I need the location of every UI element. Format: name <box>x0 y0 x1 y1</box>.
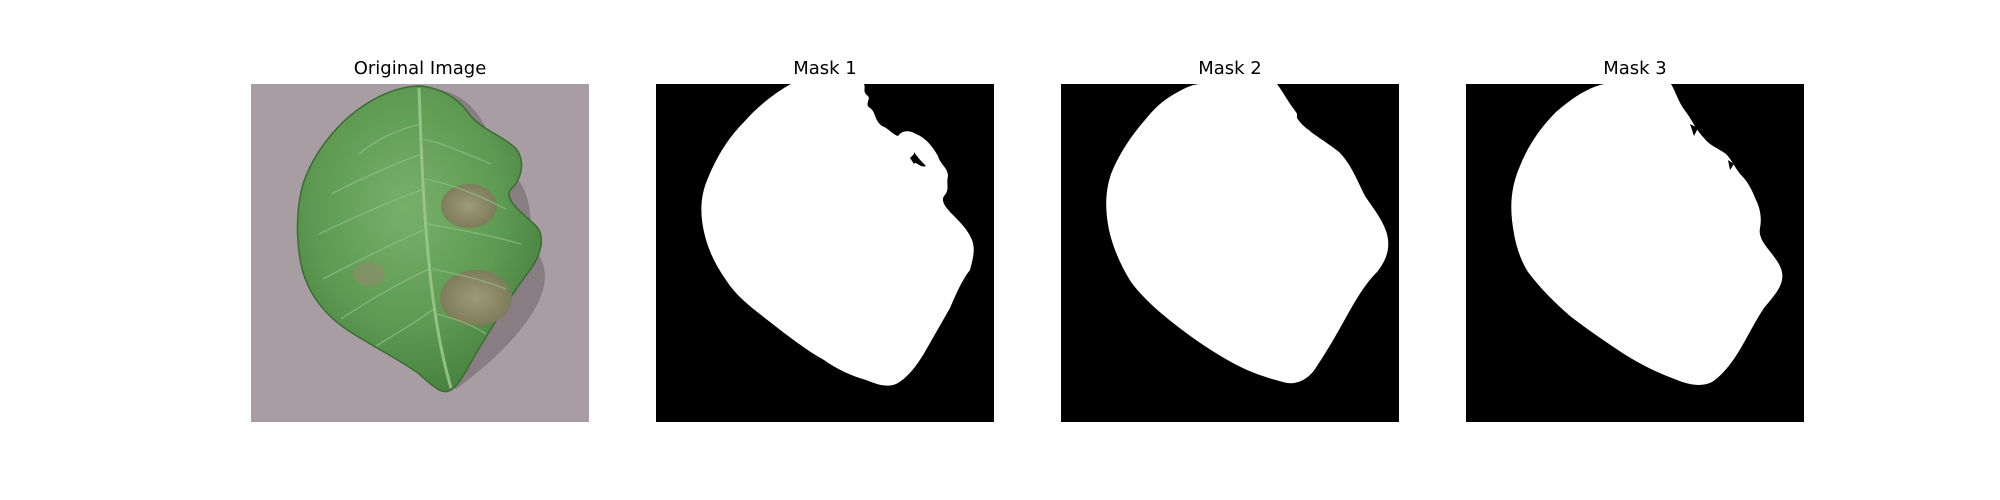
mask-foreground <box>701 84 974 386</box>
mask-hole <box>914 152 926 167</box>
mask-edge-notch <box>1297 114 1313 132</box>
leaf-lesion <box>441 184 497 228</box>
leaf-veins <box>318 123 522 347</box>
mask-foreground <box>1106 84 1389 384</box>
mask-3-image <box>1466 84 1804 422</box>
mask-3-title: Mask 3 <box>1603 58 1667 79</box>
mask-1-title: Mask 1 <box>793 58 857 79</box>
leaf-midrib <box>417 87 453 389</box>
mask-1-image <box>656 84 994 422</box>
mask-2-image <box>1061 84 1399 422</box>
original-image-title: Original Image <box>353 58 487 79</box>
leaf-lesion <box>353 262 385 286</box>
mask-hole <box>910 154 918 164</box>
original-leaf-image <box>251 84 589 422</box>
mask-edge-notch <box>1728 160 1734 170</box>
mask-2-title: Mask 2 <box>1198 58 1262 79</box>
mask-foreground <box>1511 84 1783 385</box>
mask-edge-notch <box>1690 124 1698 136</box>
